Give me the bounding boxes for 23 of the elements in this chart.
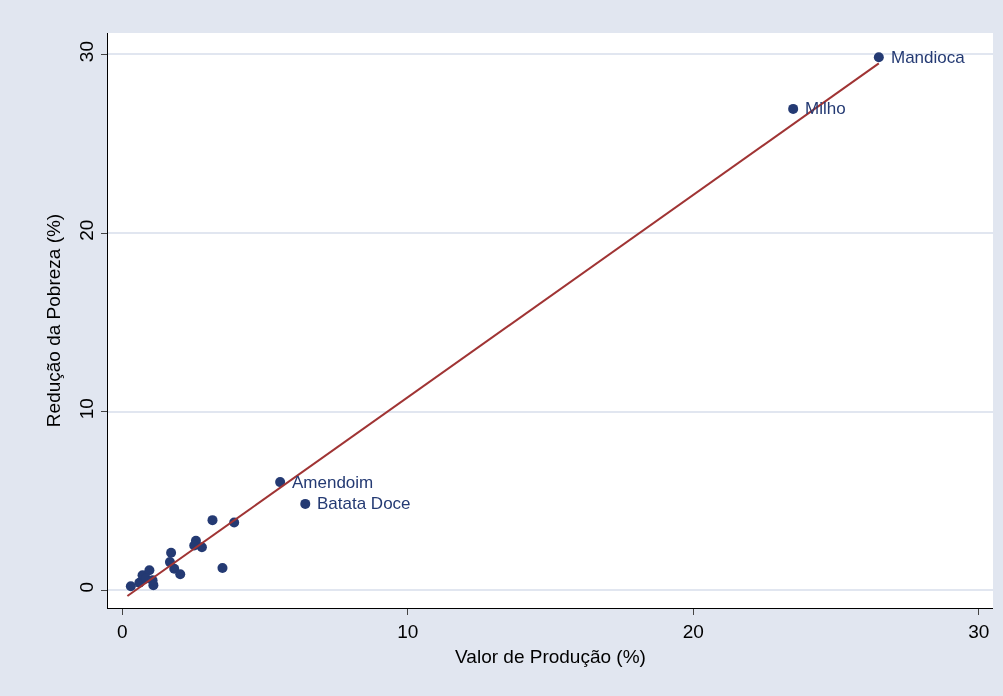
point xyxy=(175,569,186,580)
point xyxy=(873,52,884,63)
annotation: Mandioca xyxy=(891,48,966,67)
x-tick-label: 0 xyxy=(116,620,128,642)
x-tick-label: 30 xyxy=(968,620,990,642)
y-tick-label: 10 xyxy=(76,398,98,420)
x-tick-label: 10 xyxy=(397,620,419,642)
point xyxy=(300,498,311,509)
annotation: Batata Doce xyxy=(317,494,411,513)
point xyxy=(207,515,218,526)
annotation: Amendoim xyxy=(292,473,374,492)
point xyxy=(166,547,177,558)
y-axis-title: Redução da Pobreza (%) xyxy=(43,213,65,428)
x-axis-title: Valor de Produção (%) xyxy=(455,645,646,667)
y-tick-label: 20 xyxy=(76,219,98,241)
y-tick-label: 30 xyxy=(76,41,98,63)
x-tick-label: 20 xyxy=(682,620,704,642)
point xyxy=(217,563,228,573)
point xyxy=(275,477,286,488)
y-tick-label: 0 xyxy=(76,582,98,593)
point xyxy=(144,565,155,576)
point xyxy=(125,581,136,592)
point xyxy=(788,103,799,114)
